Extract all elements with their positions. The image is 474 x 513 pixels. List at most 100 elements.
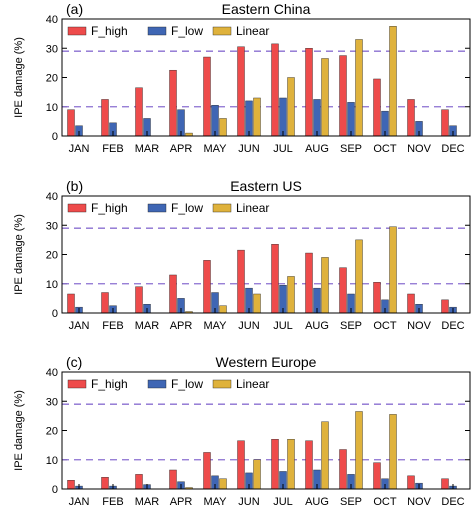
y-tick-label: 0 [52,131,58,143]
x-tick-label: FEB [102,320,123,332]
legend-label: F_high [91,377,128,391]
bar-f-high [67,293,75,314]
bar-f-low [245,100,253,137]
legend-swatch [147,379,167,389]
x-tick-label: AUG [305,143,329,155]
bar-f-high [237,440,245,490]
bar-linear [389,414,397,490]
x-tick-label: APR [170,496,193,508]
legend-label: Linear [236,24,269,38]
bar-f-high [203,260,211,314]
bar-linear [321,421,329,490]
bar-f-low [347,102,355,137]
plot-frame [61,18,471,137]
x-tick-label: JAN [69,320,90,332]
x-tick-label: APR [170,143,193,155]
legend-label: Linear [236,201,269,215]
plot-frame [61,195,471,314]
x-tick-label: SEP [340,496,362,508]
y-axis-label: IPE damage (%) [13,37,25,118]
legend-swatch [212,379,232,389]
chart-title: Eastern US [230,178,302,194]
y-tick-label: 30 [46,43,58,55]
y-tick-label: 0 [52,484,58,496]
bar-linear [253,97,261,137]
legend-swatch [67,26,87,36]
x-tick-label: OCT [373,496,397,508]
x-tick-label: JAN [69,143,90,155]
x-tick-label: DEC [441,320,464,332]
x-tick-label: DEC [441,496,464,508]
bar-linear [355,39,363,137]
legend-label: F_high [91,201,128,215]
bar-f-high [339,55,347,137]
bar-f-high [271,439,279,490]
x-tick-label: DEC [441,143,464,155]
bar-f-high [101,292,109,314]
bar-f-high [305,252,313,314]
x-tick-label: JUL [273,320,293,332]
bar-linear [389,226,397,314]
bar-linear [219,305,227,314]
x-tick-label: MAR [135,496,160,508]
bar-linear [219,478,227,490]
x-tick-label: FEB [102,496,123,508]
legend-label: Linear [236,377,269,391]
y-axis-label: IPE damage (%) [13,390,25,471]
bar-linear [287,77,295,137]
chart-title: Western Europe [216,354,317,370]
bar-f-high [441,109,449,137]
y-tick-label: 30 [46,220,58,232]
x-tick-label: OCT [373,143,397,155]
x-tick-label: NOV [407,143,432,155]
bar-f-high [305,48,313,137]
x-tick-label: OCT [373,320,397,332]
y-tick-label: 40 [46,367,58,379]
y-tick-label: 20 [46,250,58,262]
x-tick-label: MAR [135,320,160,332]
chart-panel: Eastern China (a) IPE damage (%) 0 10 20 30 40 J… [13,1,471,155]
bar-f-high [203,56,211,137]
bar-linear [321,257,329,314]
bar-f-high [271,244,279,314]
bar-linear [253,459,261,490]
bar-f-high [441,478,449,490]
bar-linear [287,439,295,490]
x-tick-label: SEP [340,143,362,155]
bar-linear [355,239,363,314]
x-tick-label: JUN [238,496,259,508]
x-tick-label: AUG [305,320,329,332]
bar-f-high [407,99,415,137]
y-tick-label: 0 [52,308,58,320]
bar-linear [355,411,363,490]
bar-f-high [135,474,143,490]
bar-linear [321,58,329,137]
legend-label: F_low [171,377,203,391]
bar-f-low [279,97,287,137]
bar-linear [389,26,397,137]
bar-f-high [373,462,381,490]
y-tick-label: 30 [46,396,58,408]
panel-label: (b) [66,178,83,194]
bar-f-high [339,267,347,314]
panel-label: (a) [66,1,83,17]
x-tick-label: NOV [407,320,432,332]
bar-f-high [169,469,177,490]
legend-label: F_low [171,201,203,215]
x-tick-label: JUL [273,143,293,155]
plot-frame [61,371,471,490]
bar-f-high [67,480,75,490]
x-tick-label: JUN [238,320,259,332]
bar-f-high [407,293,415,314]
bar-f-high [407,475,415,490]
x-tick-label: APR [170,320,193,332]
bar-f-high [441,299,449,314]
bar-linear [219,118,227,137]
x-tick-label: NOV [407,496,432,508]
bar-f-high [169,69,177,137]
x-tick-label: FEB [102,143,123,155]
y-tick-label: 40 [46,191,58,203]
legend-swatch [212,26,232,36]
bar-linear [287,276,295,314]
